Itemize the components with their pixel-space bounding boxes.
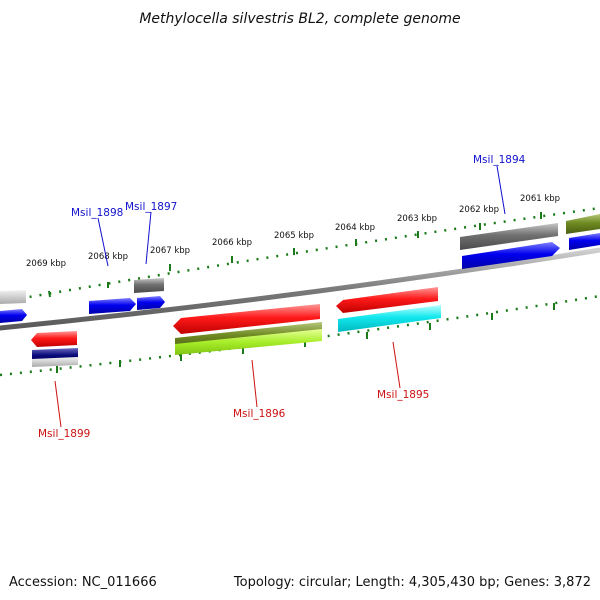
gene-label-msil-1895[interactable]: Msil_1895	[377, 389, 429, 401]
gene-msil-1897[interactable]	[137, 296, 165, 310]
gene-partial-right-blue[interactable]	[569, 233, 600, 250]
ruler-label-2066: 2066 kbp	[212, 238, 252, 248]
ruler-label-2063: 2063 kbp	[397, 214, 437, 224]
map-title: Methylocella silvestris BL2, complete ge…	[139, 11, 460, 27]
ruler-label-2065: 2065 kbp	[274, 231, 314, 241]
gene-label-msil-1894[interactable]: Msil_1894	[473, 154, 526, 166]
gene-label-msil-1899[interactable]: Msil_1899	[38, 428, 90, 440]
gene-msil-1896[interactable]	[173, 304, 320, 334]
gene-partial-right-olive[interactable]	[566, 214, 600, 234]
gene-label-msil-1897[interactable]: Msil_1897	[125, 201, 177, 213]
gene-partial-left-gray[interactable]	[0, 290, 26, 304]
gene-msil-1895[interactable]	[336, 287, 438, 313]
ruler-label-2068: 2068 kbp	[88, 252, 128, 262]
gene-msil-1896-lime[interactable]	[175, 329, 322, 355]
ruler-label-2069: 2069 kbp	[26, 259, 66, 269]
accession-text: Accession: NC_011666	[9, 575, 157, 590]
ruler-label-2062: 2062 kbp	[459, 205, 499, 215]
reverse-leader-lines	[54, 341, 401, 428]
gene-label-msil-1898[interactable]: Msil_1898	[71, 207, 123, 219]
gene-partial-left-blue[interactable]	[0, 309, 27, 323]
gene-msil-1899-lightgray[interactable]	[32, 357, 78, 367]
gene-msil-1894-gray[interactable]	[460, 223, 558, 250]
gene-msil-1897-gray[interactable]	[134, 278, 164, 293]
ruler-label-2064: 2064 kbp	[335, 223, 375, 233]
genome-backbone	[0, 247, 600, 331]
gene-msil-1898[interactable]	[89, 298, 136, 314]
inner-ruler-track	[0, 294, 600, 377]
gene-msil-1894[interactable]	[462, 242, 560, 269]
ruler-label-2061: 2061 kbp	[520, 194, 560, 204]
gene-msil-1899[interactable]	[31, 331, 77, 347]
ruler-label-2067: 2067 kbp	[150, 246, 190, 256]
gene-label-msil-1896[interactable]: Msil_1896	[233, 408, 286, 420]
genome-summary-text: Topology: circular; Length: 4,305,430 bp…	[233, 575, 591, 590]
gene-msil-1895-cyan[interactable]	[338, 305, 441, 332]
outer-ruler-major-ticks	[48, 212, 542, 298]
forward-leader-lines	[97, 165, 506, 267]
